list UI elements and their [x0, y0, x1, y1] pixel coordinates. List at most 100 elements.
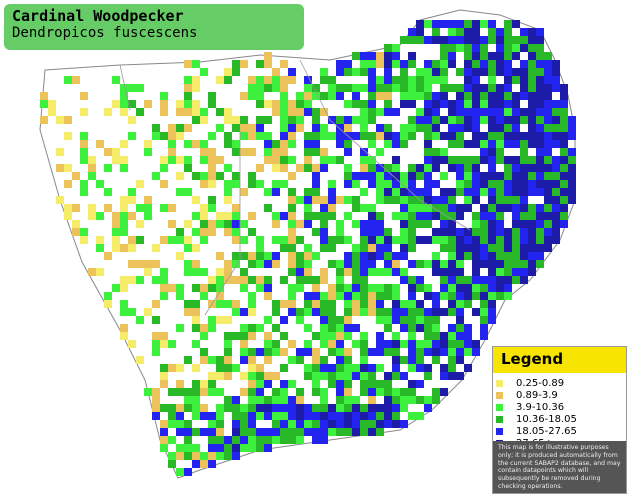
atlas-cell: [152, 260, 160, 268]
atlas-cell: [352, 172, 360, 180]
atlas-cell: [248, 396, 256, 404]
atlas-cell: [400, 92, 408, 100]
atlas-cell: [240, 148, 248, 156]
atlas-cell: [408, 332, 416, 340]
atlas-cell: [392, 292, 400, 300]
atlas-cell: [176, 380, 184, 388]
atlas-cell: [400, 36, 408, 44]
atlas-cell: [520, 260, 528, 268]
atlas-cell: [480, 308, 488, 316]
atlas-cell: [392, 76, 400, 84]
atlas-cell: [432, 324, 440, 332]
atlas-cell: [400, 268, 408, 276]
atlas-cell: [264, 276, 272, 284]
atlas-cell: [280, 92, 288, 100]
atlas-cell: [432, 116, 440, 124]
atlas-cell: [384, 292, 392, 300]
atlas-cell: [488, 212, 496, 220]
atlas-cell: [360, 68, 368, 76]
atlas-cell: [200, 412, 208, 420]
atlas-cell: [360, 204, 368, 212]
atlas-cell: [368, 172, 376, 180]
atlas-cell: [496, 116, 504, 124]
atlas-cell: [520, 60, 528, 68]
atlas-cell: [256, 396, 264, 404]
atlas-cell: [304, 268, 312, 276]
atlas-cell: [320, 204, 328, 212]
legend-label: 3.9-10.36: [516, 401, 565, 413]
atlas-cell: [208, 132, 216, 140]
atlas-cell: [544, 60, 552, 68]
atlas-cell: [192, 388, 200, 396]
atlas-cell: [184, 124, 192, 132]
atlas-cell: [328, 180, 336, 188]
atlas-cell: [432, 292, 440, 300]
atlas-cell: [416, 68, 424, 76]
atlas-cell: [416, 260, 424, 268]
atlas-cell: [160, 164, 168, 172]
atlas-cell: [280, 420, 288, 428]
atlas-cell: [344, 292, 352, 300]
atlas-cell: [560, 116, 568, 124]
atlas-cell: [80, 108, 88, 116]
atlas-cell: [328, 156, 336, 164]
atlas-cell: [504, 196, 512, 204]
atlas-cell: [400, 124, 408, 132]
atlas-cell: [376, 212, 384, 220]
atlas-cell: [432, 76, 440, 84]
atlas-cell: [496, 212, 504, 220]
atlas-cell: [408, 364, 416, 372]
atlas-cell: [176, 324, 184, 332]
atlas-cell: [536, 84, 544, 92]
atlas-cell: [408, 76, 416, 84]
atlas-cell: [192, 452, 200, 460]
atlas-cell: [192, 300, 200, 308]
atlas-cell: [352, 428, 360, 436]
atlas-cell: [200, 404, 208, 412]
atlas-cell: [152, 388, 160, 396]
atlas-cell: [504, 172, 512, 180]
atlas-cell: [376, 164, 384, 172]
atlas-cell: [200, 108, 208, 116]
atlas-cell: [208, 180, 216, 188]
atlas-cell: [504, 260, 512, 268]
legend-swatch: [496, 391, 503, 399]
atlas-cell: [464, 204, 472, 212]
atlas-cell: [272, 388, 280, 396]
atlas-cell: [464, 284, 472, 292]
atlas-cell: [304, 204, 312, 212]
atlas-cell: [232, 308, 240, 316]
atlas-cell: [288, 100, 296, 108]
atlas-cell: [160, 156, 168, 164]
atlas-cell: [144, 100, 152, 108]
atlas-cell: [288, 380, 296, 388]
atlas-cell: [432, 300, 440, 308]
atlas-cell: [480, 116, 488, 124]
atlas-cell: [360, 348, 368, 356]
atlas-cell: [488, 252, 496, 260]
atlas-cell: [496, 292, 504, 300]
atlas-cell: [368, 364, 376, 372]
atlas-cell: [488, 244, 496, 252]
atlas-cell: [520, 132, 528, 140]
legend-rows: 0.25-0.89 0.89-3.9 3.9-10.36 10.36-18.05 18.…: [493, 373, 626, 449]
atlas-cell: [120, 92, 128, 100]
atlas-cell: [432, 180, 440, 188]
atlas-cell: [128, 212, 136, 220]
atlas-cell: [488, 164, 496, 172]
atlas-cell: [264, 284, 272, 292]
atlas-cell: [520, 188, 528, 196]
atlas-cell: [440, 148, 448, 156]
atlas-cell: [192, 308, 200, 316]
atlas-cell: [368, 420, 376, 428]
atlas-cell: [176, 228, 184, 236]
atlas-cell: [224, 196, 232, 204]
atlas-cell: [368, 236, 376, 244]
atlas-cell: [384, 52, 392, 60]
atlas-cell: [552, 164, 560, 172]
atlas-cell: [400, 372, 408, 380]
border: [204, 130, 241, 316]
atlas-cell: [496, 268, 504, 276]
atlas-cell: [512, 36, 520, 44]
atlas-cell: [288, 268, 296, 276]
